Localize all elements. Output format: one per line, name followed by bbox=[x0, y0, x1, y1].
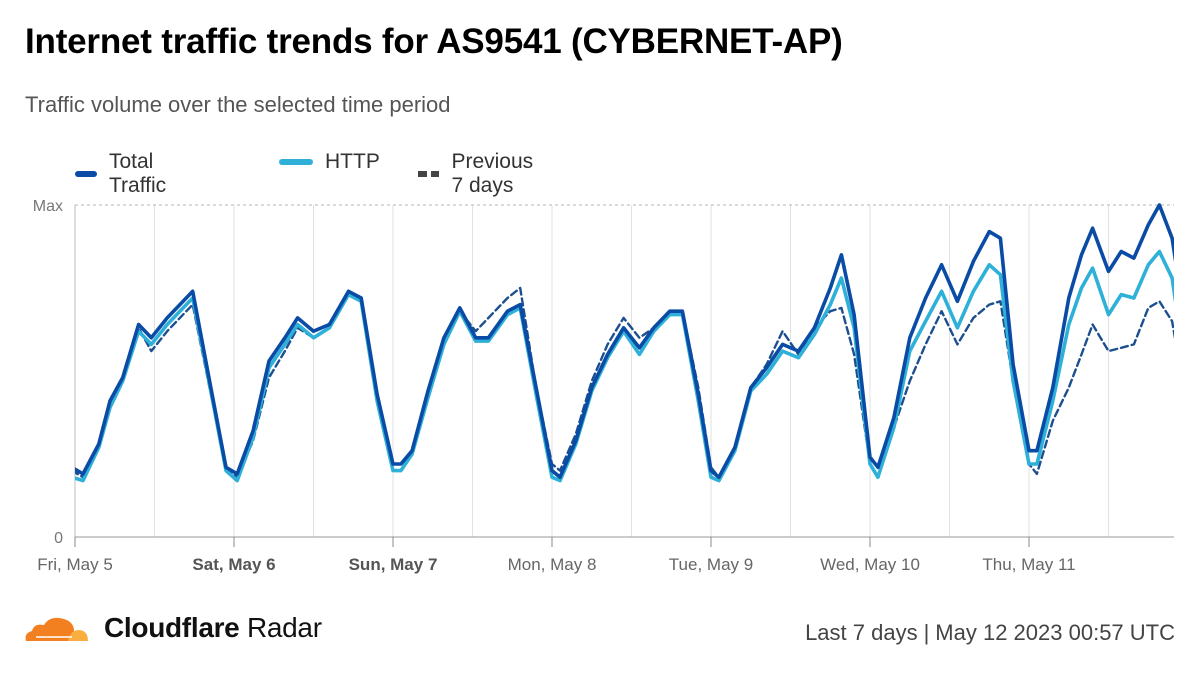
legend-label-previous-7-days: Previous 7 days bbox=[451, 150, 534, 197]
brand-name: Cloudflare Radar bbox=[104, 612, 322, 644]
page-title: Internet traffic trends for AS9541 (CYBE… bbox=[25, 22, 843, 61]
series-line-previous-7-days bbox=[75, 286, 1174, 479]
x-tick-label: Fri, May 5 bbox=[37, 555, 113, 574]
traffic-line-chart: 0 Max Fri, May 5 Sat, May 6 Sun, May 7 Mon, M… bbox=[33, 198, 1174, 574]
series-line-http bbox=[75, 249, 1174, 483]
page-subtitle: Traffic volume over the selected time pe… bbox=[25, 92, 451, 117]
footer-separator: | bbox=[923, 620, 930, 645]
legend-swatch-http bbox=[279, 159, 313, 165]
y-tick-label: Max bbox=[33, 198, 63, 215]
legend-label-total-traffic: Total Traffic bbox=[108, 150, 167, 197]
footer-meta: Last 7 days | May 12 2023 00:57 UTC bbox=[805, 620, 1175, 646]
x-tick-label: Mon, May 8 bbox=[508, 555, 597, 574]
series-line-total-traffic bbox=[75, 203, 1174, 479]
cloudflare-radar-logo: Cloudflare Radar bbox=[22, 612, 322, 644]
y-tick-label: 0 bbox=[54, 530, 63, 547]
legend-swatch-total-traffic bbox=[75, 171, 97, 177]
x-tick-label: Sun, May 7 bbox=[349, 555, 438, 574]
legend-swatch-previous-7-days bbox=[418, 171, 440, 177]
series-lines bbox=[75, 203, 1174, 483]
legend-item-previous-7-days[interactable]: Previous 7 days bbox=[418, 150, 546, 198]
legend-item-total-traffic[interactable]: Total Traffic bbox=[75, 150, 178, 198]
x-tick-label: Sat, May 6 bbox=[192, 555, 275, 574]
axes bbox=[74, 205, 1174, 547]
legend-label-http: HTTP bbox=[325, 150, 380, 173]
grid-lines bbox=[75, 204, 1174, 537]
x-tick-label: Wed, May 10 bbox=[820, 555, 920, 574]
brand-suffix: Radar bbox=[246, 612, 322, 643]
timestamp: May 12 2023 00:57 UTC bbox=[935, 620, 1175, 645]
x-tick-label: Thu, May 11 bbox=[982, 555, 1075, 574]
time-period: Last 7 days bbox=[805, 620, 918, 645]
tick-labels: 0 Max Fri, May 5 Sat, May 6 Sun, May 7 Mon, M… bbox=[33, 198, 1076, 574]
cloudflare-cloud-icon bbox=[25, 617, 88, 641]
brand-name-strong: Cloudflare bbox=[104, 612, 240, 643]
x-tick-label: Tue, May 9 bbox=[669, 555, 753, 574]
legend-item-http[interactable]: HTTP bbox=[279, 150, 380, 174]
